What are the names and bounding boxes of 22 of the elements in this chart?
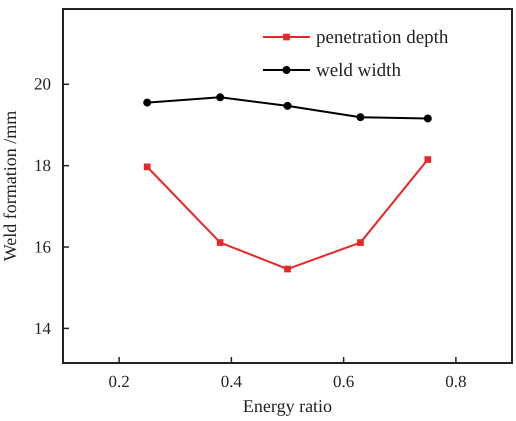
x-axis-title: Energy ratio (242, 396, 332, 416)
y-axis-title: Weld formation /mm (0, 110, 20, 262)
point (216, 239, 224, 246)
y-tick-label: 20 (34, 74, 51, 94)
x-tick-label: 0.8 (445, 372, 466, 392)
point (144, 164, 151, 170)
x-tick-label: 0.6 (333, 372, 354, 392)
point (357, 239, 364, 246)
y-tick-label: 16 (34, 237, 51, 256)
x-tick-label: 0.2 (108, 372, 130, 392)
point (424, 156, 432, 163)
x-tick-label: 0.4 (220, 372, 242, 392)
point (284, 102, 292, 110)
legend-label: weld width (316, 60, 402, 81)
point (356, 113, 364, 122)
point (284, 266, 291, 272)
y-tick-label: 14 (34, 318, 52, 338)
legend-label: penetration depth (316, 27, 449, 48)
y-tick-label: 18 (34, 156, 51, 176)
point (424, 114, 432, 122)
point (143, 98, 152, 107)
point (216, 93, 224, 102)
